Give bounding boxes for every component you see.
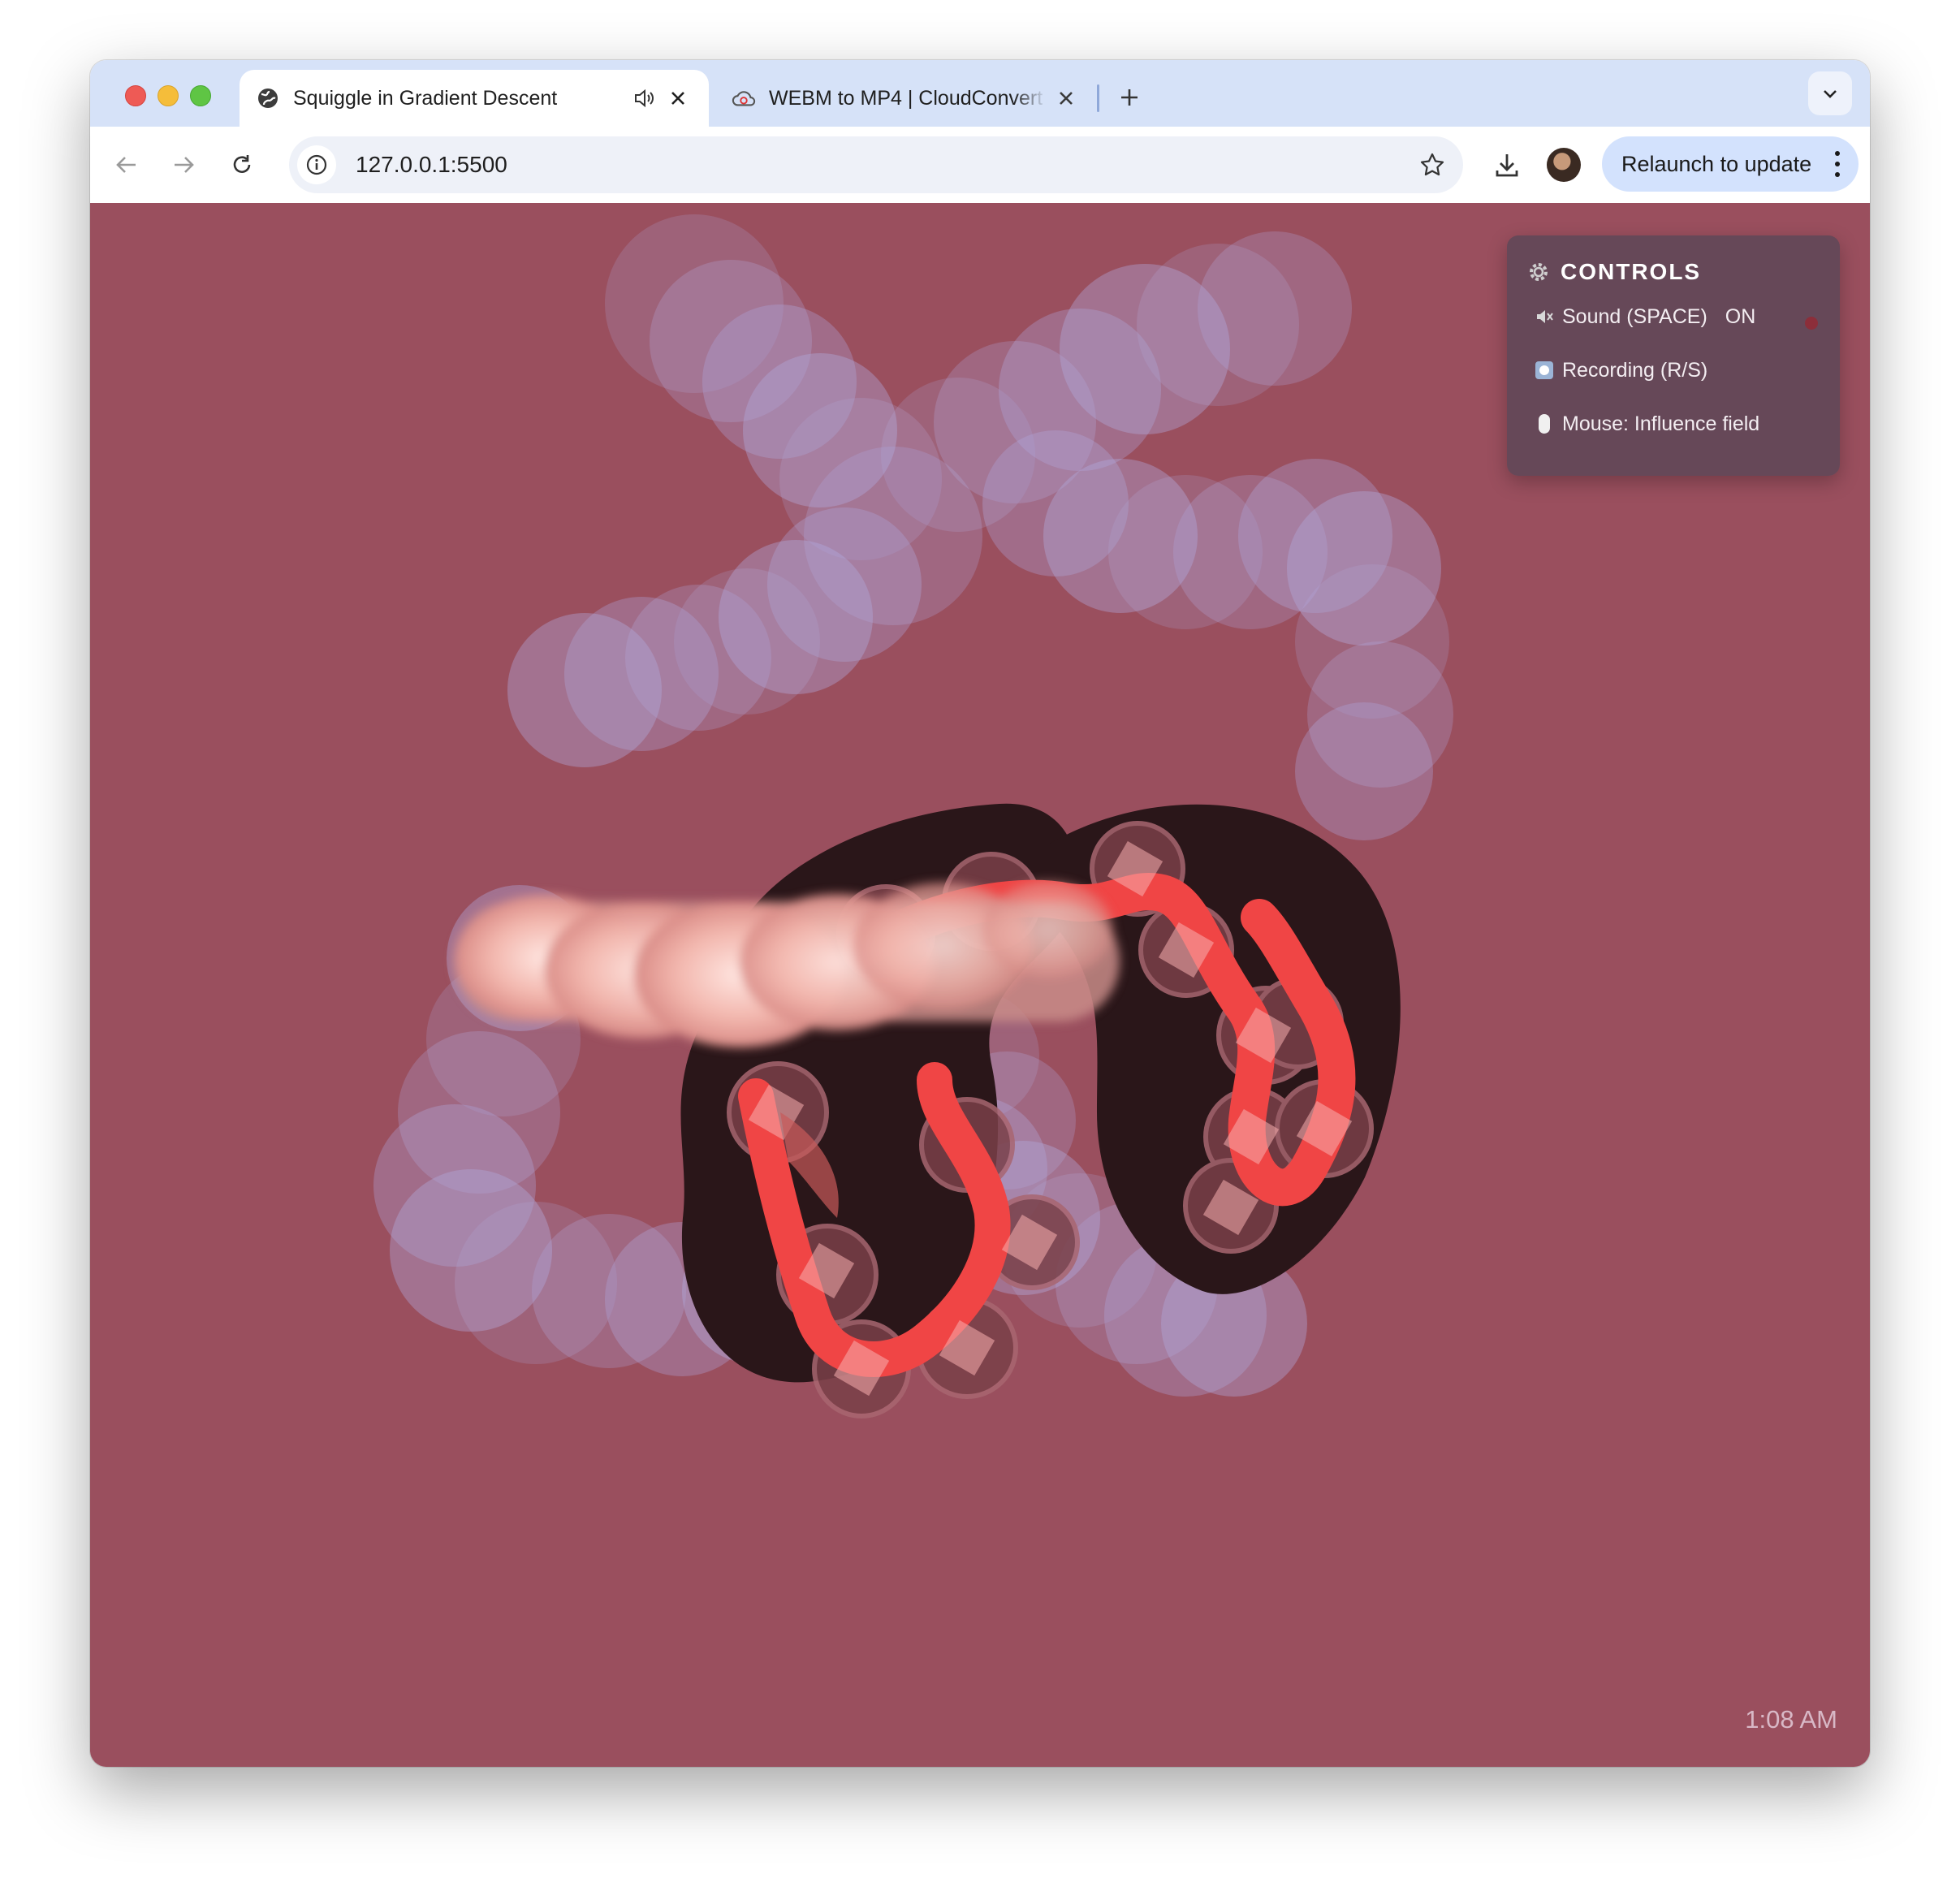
lavender-blob — [719, 540, 873, 694]
lavender-blob — [982, 430, 1129, 576]
close-tab-icon[interactable] — [1051, 84, 1081, 113]
squiggle-animation — [373, 214, 1453, 1418]
lavender-blob — [743, 353, 897, 507]
lavender-blob — [650, 260, 812, 422]
url-text[interactable]: 127.0.0.1:5500 — [356, 152, 507, 177]
controls-header: CONTROLS — [1526, 257, 1701, 287]
site-info-icon[interactable] — [297, 145, 336, 184]
lavender-blob-trail — [373, 214, 1453, 1397]
lavender-blob — [1060, 264, 1230, 434]
tab-separator — [1097, 84, 1099, 112]
record-button-icon — [1535, 360, 1554, 381]
lavender-blob — [1173, 475, 1328, 629]
sound-toggle[interactable]: Sound (SPACE) ON — [1535, 300, 1755, 333]
window-minimize-button[interactable] — [158, 85, 179, 106]
globe-icon — [256, 86, 280, 110]
lavender-blob — [1295, 564, 1449, 719]
controls-title: CONTROLS — [1561, 259, 1702, 284]
clock-text: 1:08 AM — [1745, 1705, 1837, 1734]
lavender-blob — [373, 1104, 536, 1267]
browser-toolbar: 127.0.0.1:5500 Relaunch to update — [90, 127, 1870, 204]
new-tab-button[interactable] — [1115, 83, 1144, 112]
reload-button[interactable] — [223, 146, 261, 184]
reload-icon — [233, 155, 251, 173]
back-button[interactable] — [108, 146, 145, 184]
lavender-blob — [605, 214, 784, 393]
lavender-blob — [702, 304, 857, 459]
relaunch-button[interactable]: Relaunch to update — [1602, 136, 1859, 192]
window-maximize-button[interactable] — [190, 85, 211, 106]
page-canvas[interactable]: CONTROLS Sound (SPACE) ON Recording (R/S… — [90, 203, 1870, 1767]
address-bar[interactable]: 127.0.0.1:5500 — [289, 136, 1463, 193]
lavender-blob — [1108, 475, 1263, 629]
cloudconvert-icon — [732, 86, 756, 110]
lavender-blob — [804, 447, 982, 625]
lavender-blob — [398, 1031, 560, 1194]
tab-search-button[interactable] — [1808, 71, 1852, 115]
lavender-blob — [625, 585, 771, 731]
mouse-label: Mouse: Influence field — [1562, 412, 1760, 435]
window-close-button[interactable] — [125, 85, 146, 106]
close-tab-icon[interactable] — [663, 84, 693, 113]
lavender-blob — [1238, 459, 1392, 613]
recording-toggle[interactable]: Recording (R/S) — [1535, 354, 1707, 386]
lavender-blob — [881, 378, 1035, 532]
lavender-blob — [1287, 491, 1441, 646]
lavender-blob — [1137, 244, 1299, 406]
profile-avatar[interactable] — [1547, 148, 1581, 182]
controls-panel: CONTROLS Sound (SPACE) ON Recording (R/S… — [1507, 235, 1840, 476]
bookmark-star-icon[interactable] — [1418, 150, 1447, 179]
mouse-icon — [1535, 413, 1554, 434]
tab-title: Squiggle in Gradient Descent — [293, 86, 558, 110]
speaker-icon[interactable] — [629, 84, 658, 113]
arrow-right-icon — [175, 157, 194, 173]
lavender-blob — [1307, 641, 1453, 788]
inner-curve — [780, 1112, 839, 1218]
glowing-head — [454, 881, 1120, 1047]
lavender-blob — [564, 597, 719, 751]
lavender-blob — [779, 398, 942, 560]
tab-cloudconvert[interactable]: WEBM to MP4 | CloudConvert — [715, 70, 1097, 127]
recording-label: Recording (R/S) — [1562, 358, 1708, 382]
mouse-mode[interactable]: Mouse: Influence field — [1535, 408, 1759, 440]
sound-state: ON — [1725, 304, 1756, 328]
tab-strip: Squiggle in Gradient Descent WEBM to MP4… — [90, 60, 1870, 127]
lavender-blob — [532, 1214, 686, 1368]
mute-speaker-icon — [1535, 306, 1554, 327]
lavender-blob — [507, 613, 662, 767]
forward-button[interactable] — [165, 146, 202, 184]
browser-window: Squiggle in Gradient Descent WEBM to MP4… — [90, 60, 1870, 1767]
gear-icon — [1526, 260, 1551, 284]
lavender-blob — [455, 1202, 617, 1364]
lavender-blob — [934, 341, 1096, 503]
lavender-blob — [999, 309, 1161, 471]
tab-squiggle[interactable]: Squiggle in Gradient Descent — [240, 70, 709, 127]
arrow-left-icon — [116, 157, 136, 173]
sound-indicator-dot — [1805, 317, 1818, 330]
lavender-blob — [674, 568, 820, 715]
lavender-blob — [767, 507, 922, 662]
relaunch-label: Relaunch to update — [1621, 151, 1812, 176]
more-menu-icon[interactable] — [1829, 148, 1846, 180]
chevron-down-icon — [1824, 90, 1837, 98]
tab-title: WEBM to MP4 | CloudConvert — [769, 86, 1043, 110]
lavender-blob — [1043, 459, 1198, 613]
lavender-blob — [1295, 702, 1433, 840]
download-icon[interactable] — [1487, 145, 1527, 185]
lavender-blob — [1198, 231, 1352, 386]
lavender-blob — [390, 1169, 552, 1332]
sound-label: Sound (SPACE) — [1562, 304, 1707, 328]
